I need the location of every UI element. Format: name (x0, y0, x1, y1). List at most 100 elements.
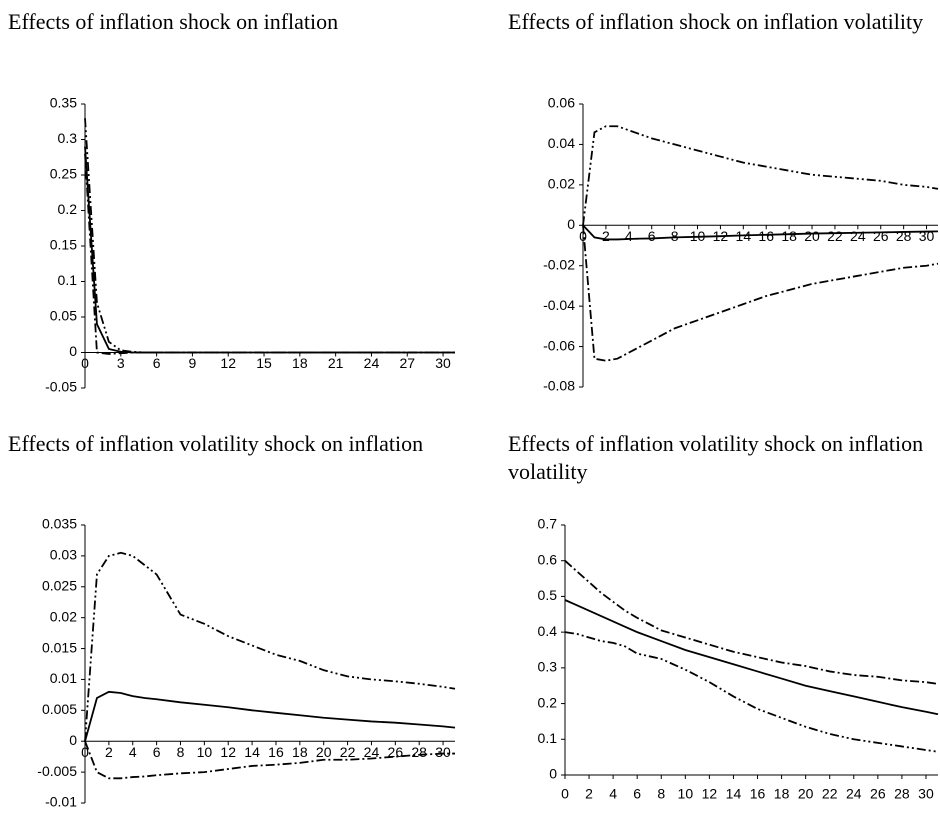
y-tick-label: -0.08 (543, 378, 575, 394)
y-tick-label: 0.1 (58, 272, 78, 288)
x-tick-label: 30 (435, 744, 451, 760)
x-tick-label: 22 (822, 786, 838, 802)
y-tick-label: 0.7 (538, 516, 558, 532)
y-tick-label: 0.04 (548, 135, 575, 151)
y-tick-label: 0.25 (50, 166, 77, 182)
x-tick-label: 15 (256, 355, 272, 371)
y-tick-label: 0.005 (42, 701, 77, 717)
x-tick-label: 12 (220, 744, 236, 760)
y-tick-label: 0.05 (50, 308, 77, 324)
x-tick-label: 4 (609, 786, 617, 802)
x-tick-label: 16 (750, 786, 766, 802)
x-tick-label: 18 (292, 744, 308, 760)
y-tick-label: 0.06 (548, 95, 575, 111)
y-tick-label: 0.15 (50, 237, 77, 253)
y-tick-label: 0.2 (538, 694, 558, 710)
x-tick-label: 24 (364, 355, 380, 371)
x-tick-label: 20 (804, 228, 820, 244)
y-tick-label: 0 (69, 343, 77, 359)
y-tick-label: 0.3 (538, 659, 558, 675)
y-tick-label: 0.025 (42, 577, 77, 593)
x-tick-label: 8 (657, 786, 665, 802)
y-tick-label: -0.04 (543, 297, 575, 313)
series-line (84, 551, 456, 742)
x-tick-label: 2 (105, 744, 113, 760)
x-tick-label: 24 (364, 744, 380, 760)
y-tick-label: 0 (549, 766, 557, 782)
y-tick-label: 0.5 (538, 587, 558, 603)
x-tick-label: 30 (918, 786, 934, 802)
x-tick-label: 16 (758, 228, 774, 244)
y-tick-label: 0.35 (50, 95, 77, 111)
x-tick-label: 30 (919, 228, 935, 244)
y-tick-label: -0.06 (543, 337, 575, 353)
x-tick-label: 12 (220, 355, 236, 371)
x-tick-label: 2 (585, 786, 593, 802)
chart-title: Effects of inflation volatility shock on… (8, 431, 424, 456)
series-line (84, 118, 455, 354)
y-tick-label: 0.3 (58, 130, 78, 146)
x-tick-label: 18 (781, 228, 797, 244)
y-tick-label: 0.4 (538, 623, 558, 639)
x-tick-label: 21 (328, 355, 344, 371)
series-line (84, 740, 455, 780)
series-line (564, 631, 939, 753)
x-tick-label: 8 (177, 744, 185, 760)
x-tick-label: 18 (292, 355, 308, 371)
x-tick-label: 27 (399, 355, 415, 371)
series-line (582, 125, 939, 226)
y-tick-label: -0.05 (45, 379, 77, 395)
chart-title: Effects of inflation volatility shock on… (508, 431, 924, 484)
y-tick-label: 0.01 (50, 670, 77, 686)
series-line (564, 599, 939, 716)
x-tick-label: 12 (702, 786, 718, 802)
x-tick-label: 28 (896, 228, 912, 244)
y-tick-label: 0.035 (42, 516, 77, 532)
x-tick-label: 18 (774, 786, 790, 802)
x-tick-label: 20 (316, 744, 332, 760)
x-tick-label: 4 (625, 228, 633, 244)
x-tick-label: 22 (827, 228, 843, 244)
series-line (564, 560, 939, 685)
x-tick-label: 28 (894, 786, 910, 802)
y-tick-label: 0.03 (50, 547, 77, 563)
x-tick-label: 6 (153, 355, 161, 371)
x-tick-label: 3 (117, 355, 125, 371)
x-tick-label: 24 (846, 786, 862, 802)
x-tick-label: 0 (561, 786, 569, 802)
series-line (84, 153, 455, 355)
x-tick-label: 0 (81, 355, 89, 371)
series-line (84, 146, 455, 354)
x-tick-label: 10 (197, 744, 213, 760)
y-tick-label: -0.02 (543, 256, 575, 272)
y-tick-label: 0.02 (548, 176, 575, 192)
x-tick-label: 16 (268, 744, 284, 760)
x-tick-label: 8 (671, 228, 679, 244)
y-tick-label: 0 (69, 732, 77, 748)
x-tick-label: 0 (81, 744, 89, 760)
x-tick-label: 30 (435, 355, 451, 371)
x-tick-label: 14 (726, 786, 742, 802)
y-tick-label: 0.1 (538, 730, 558, 746)
x-tick-label: 26 (388, 744, 404, 760)
x-tick-label: 0 (579, 228, 587, 244)
y-tick-label: 0.02 (50, 608, 77, 624)
y-tick-label: 0.2 (58, 201, 78, 217)
y-tick-label: 0.6 (538, 551, 558, 567)
x-tick-label: 22 (340, 744, 356, 760)
x-tick-label: 10 (678, 786, 694, 802)
x-tick-label: 4 (129, 744, 137, 760)
y-tick-label: 0 (567, 216, 575, 232)
x-tick-label: 14 (244, 744, 260, 760)
x-tick-label: 26 (870, 786, 886, 802)
series-line (582, 224, 939, 241)
x-tick-label: 26 (873, 228, 889, 244)
x-tick-label: 6 (633, 786, 641, 802)
y-tick-label: 0.015 (42, 639, 77, 655)
y-tick-label: -0.01 (45, 794, 77, 810)
x-tick-label: 20 (798, 786, 814, 802)
x-tick-label: 6 (648, 228, 656, 244)
x-tick-label: 28 (411, 744, 427, 760)
